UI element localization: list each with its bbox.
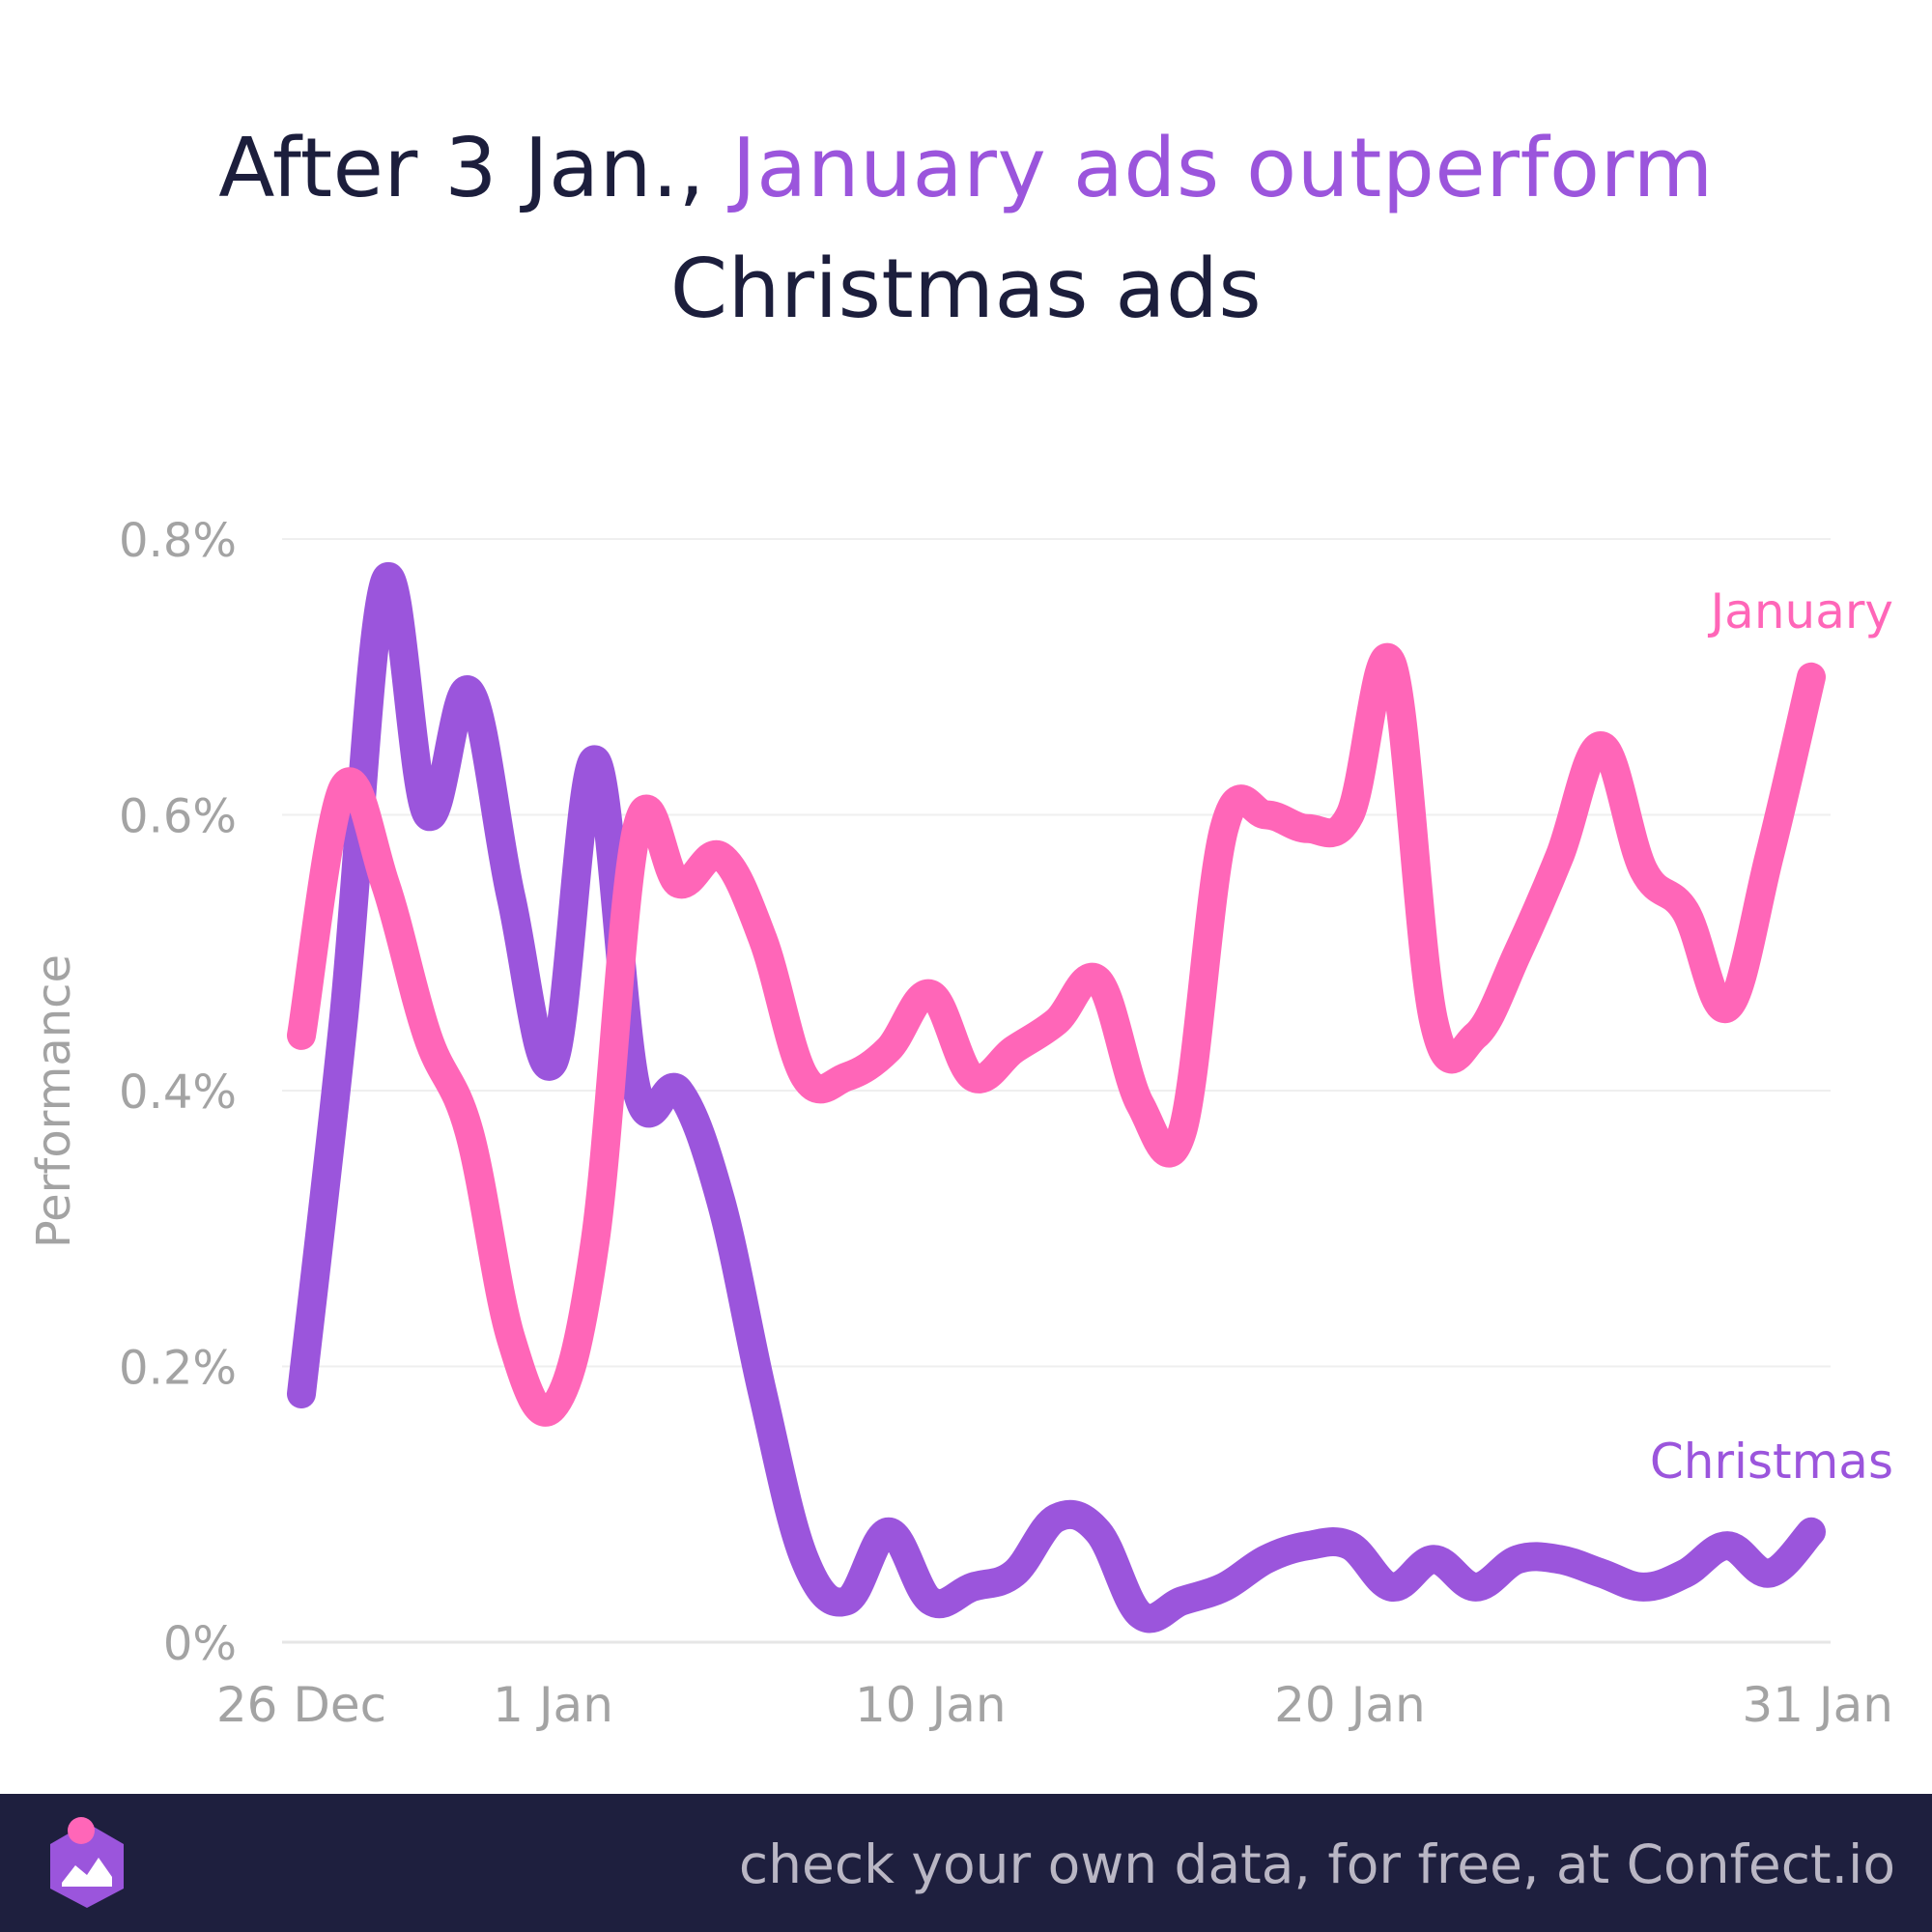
y-axis-label: Performance (27, 954, 81, 1248)
x-tick-label: 20 Jan (1274, 1677, 1426, 1733)
y-tick-label: 0% (163, 1617, 237, 1671)
title-part1: After 3 Jan., (218, 121, 732, 216)
y-tick-labels: 0% 0.2% 0.4% 0.6% 0.8% (119, 514, 237, 1671)
y-tick-label: 0.8% (119, 514, 237, 568)
series-line-january (287, 642, 1826, 1427)
x-tick-label: 10 Jan (855, 1677, 1007, 1733)
y-tick-label: 0.2% (119, 1342, 237, 1396)
chart-title: After 3 Jan., January ads outperform Chr… (0, 108, 1932, 350)
footer-bar: check your own data, for free, at Confec… (0, 1794, 1932, 1932)
x-tick-label: 1 Jan (493, 1677, 613, 1733)
series-label-christmas: Christmas (1650, 1434, 1893, 1490)
footer-text: check your own data, for free, at Confec… (738, 1833, 1895, 1895)
title-part2: Christmas ads (669, 242, 1263, 337)
series-label-january: January (1707, 583, 1893, 639)
title-accent: January ads outperform (731, 121, 1714, 216)
series-lines (287, 562, 1826, 1634)
series-labels: Christmas January (1650, 583, 1893, 1490)
x-tick-label: 31 Jan (1742, 1677, 1893, 1733)
series-line-christmas (287, 562, 1826, 1634)
grid-lines (282, 538, 1831, 1644)
x-tick-label: 26 Dec (216, 1677, 386, 1733)
confect-logo-icon (50, 1817, 124, 1908)
y-tick-label: 0.4% (119, 1065, 237, 1120)
x-tick-labels: 26 Dec 1 Jan 10 Jan 20 Jan 31 Jan (216, 1677, 1893, 1733)
y-tick-label: 0.6% (119, 790, 237, 844)
line-chart: 0% 0.2% 0.4% 0.6% 0.8% 26 Dec 1 Jan 10 Jan 20 J… (27, 514, 1893, 1733)
